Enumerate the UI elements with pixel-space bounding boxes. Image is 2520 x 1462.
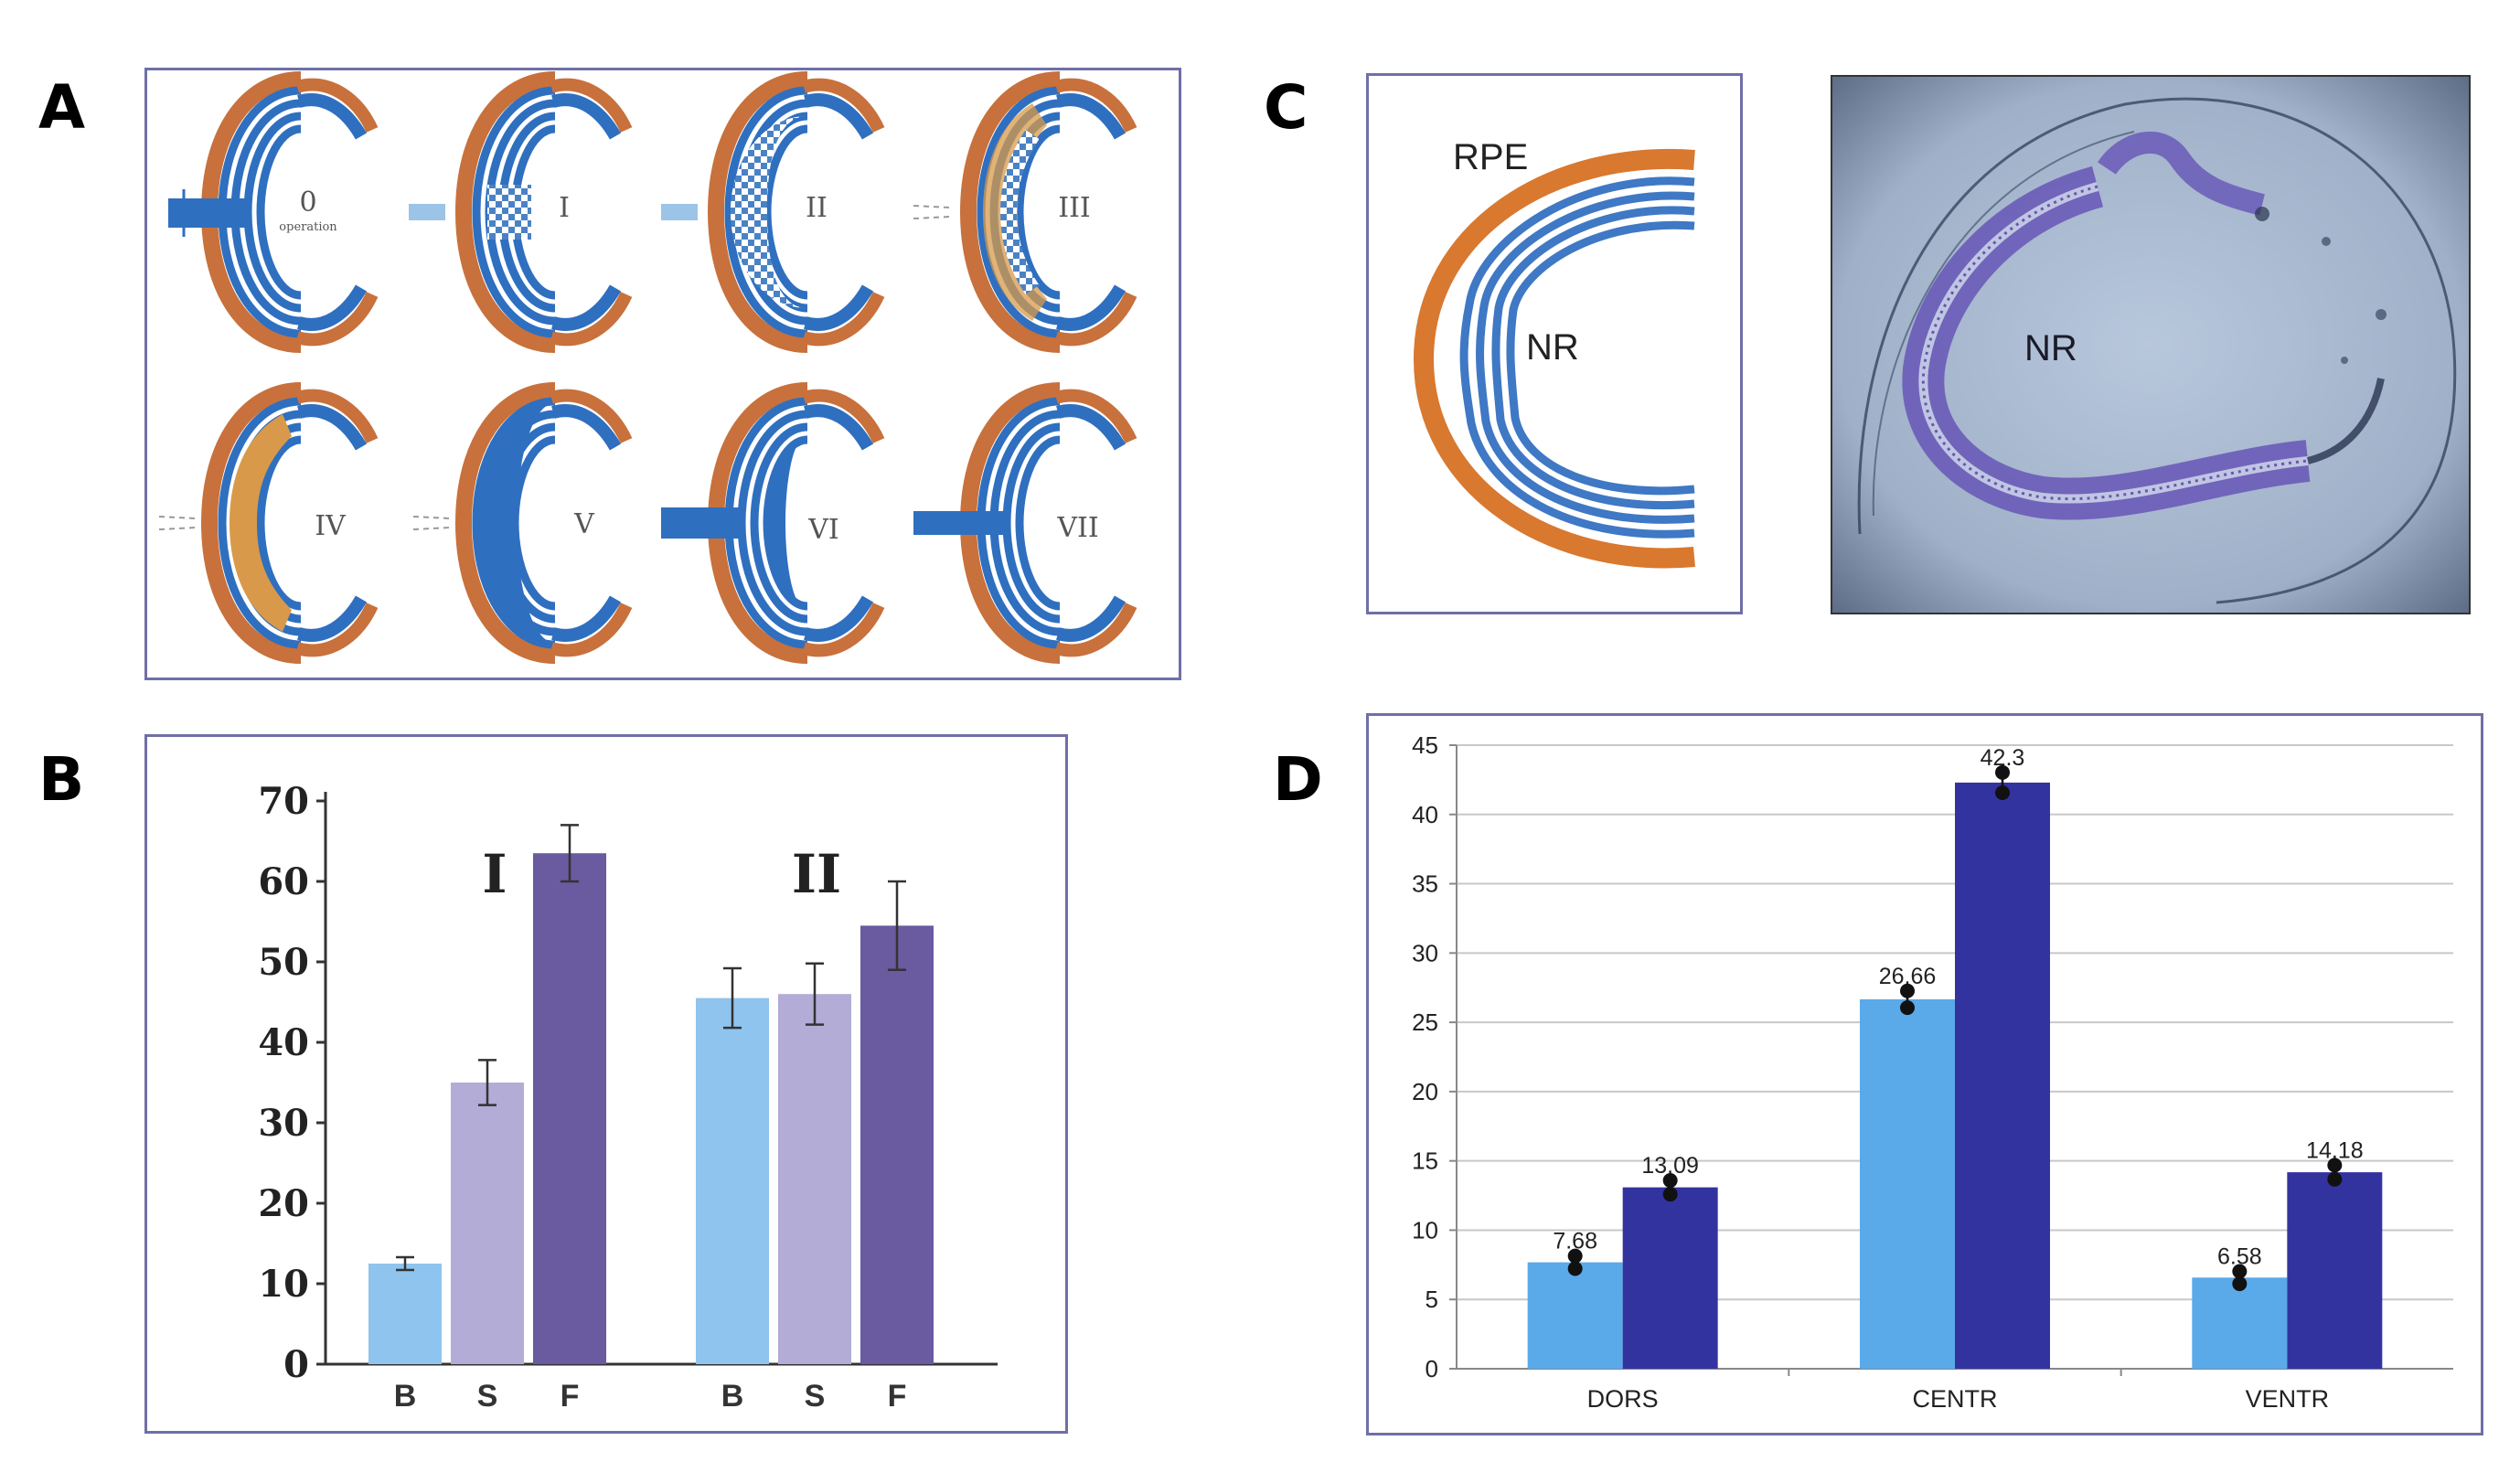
panel-letter-c: C bbox=[1264, 72, 1308, 143]
stage-label-0-sub: operation bbox=[279, 220, 337, 234]
chart-b-category-label: S bbox=[477, 1379, 498, 1414]
chart-d-ytick-label: 0 bbox=[1426, 1355, 1438, 1382]
chart-b-bar bbox=[451, 1083, 524, 1364]
chart-b-category-label: F bbox=[888, 1379, 907, 1414]
chart-b-ytick-label: 60 bbox=[258, 860, 309, 903]
chart-d-error-point bbox=[1662, 1173, 1678, 1189]
chart-d-error-point bbox=[2232, 1264, 2248, 1279]
panel-c-schematic-frame: RPE NR bbox=[1366, 73, 1743, 614]
rpe-label: RPE bbox=[1453, 137, 1528, 177]
chart-b-bar bbox=[533, 853, 606, 1364]
panel-b-frame: 70 60 50 40 30 20 10 0 B S F B S F I II bbox=[144, 734, 1068, 1434]
chart-d-ytick-label: 40 bbox=[1412, 801, 1438, 828]
chart-d-category-label: VENTR bbox=[2246, 1385, 2330, 1413]
chart-b-ytick-label: 40 bbox=[258, 1021, 309, 1064]
chart-d-ytick-label: 35 bbox=[1412, 870, 1438, 898]
chart-d-ytick-label: 25 bbox=[1412, 1008, 1438, 1036]
chart-d-error-point bbox=[1567, 1261, 1583, 1276]
chart-b-ytick-label: 30 bbox=[258, 1102, 309, 1145]
chart-d-bars: DORS 7.68 13.09 CENTR 26.66 42.3 VENTR 6.58 14.1… bbox=[1527, 745, 2383, 1413]
chart-d-ytick-label: 10 bbox=[1412, 1216, 1438, 1243]
eye-stage-0 bbox=[168, 80, 372, 345]
chart-b-ytick-label: 20 bbox=[258, 1182, 309, 1225]
chart-d-error-point bbox=[1995, 764, 2010, 780]
chart-d-bar bbox=[1955, 782, 2050, 1369]
nr-label-schematic: NR bbox=[1526, 327, 1579, 368]
chart-d-error-point bbox=[2327, 1171, 2343, 1187]
chart-d-ytick-label: 5 bbox=[1426, 1286, 1438, 1313]
chart-d-bar bbox=[1860, 998, 1955, 1369]
stage-label-0: 0 bbox=[299, 187, 316, 219]
chart-d-category-label: CENTR bbox=[1913, 1385, 1998, 1413]
chart-d: 45 40 35 30 25 20 15 10 5 0 DORS 7.68 13.09 CENTR 26.… bbox=[1412, 731, 2453, 1413]
chart-d-ytick-label: 30 bbox=[1412, 939, 1438, 966]
chart-d-bar bbox=[2192, 1277, 2288, 1369]
chart-d-data-label: 13.09 bbox=[1641, 1153, 1699, 1179]
chart-b-ytick-label: 70 bbox=[258, 780, 309, 823]
eye-stage-2 bbox=[661, 80, 879, 345]
chart-b-bar bbox=[368, 1264, 442, 1364]
panel-d-frame: 45 40 35 30 25 20 15 10 5 0 DORS 7.68 13.09 CENTR 26.… bbox=[1366, 713, 2483, 1435]
chart-d-data-label: 26.66 bbox=[1879, 964, 1937, 989]
chart-d-category-label: DORS bbox=[1587, 1385, 1659, 1413]
chart-d-error-point bbox=[1900, 983, 1915, 998]
stage-label-5: V bbox=[573, 508, 595, 540]
chart-d-error-point bbox=[2232, 1276, 2248, 1292]
panel-letter-d: D bbox=[1273, 744, 1323, 815]
chart-d-error-point bbox=[1662, 1187, 1678, 1202]
chart-d-bar bbox=[2287, 1172, 2383, 1369]
chart-b-bar bbox=[860, 925, 934, 1364]
chart-d-data-label: 14.18 bbox=[2306, 1137, 2364, 1163]
eye-stage-4 bbox=[158, 390, 372, 656]
chart-b-ytick-label: 50 bbox=[258, 941, 309, 984]
chart-b-category-label: B bbox=[394, 1379, 417, 1414]
stage-label-1: I bbox=[559, 192, 570, 224]
chart-d-bar bbox=[1622, 1187, 1718, 1369]
eye-stage-3 bbox=[913, 80, 1131, 345]
panel-letter-a: A bbox=[38, 72, 86, 143]
panel-letter-b: B bbox=[38, 744, 85, 815]
panel-a-diagram: 0 operation I II III IV V VI VII bbox=[158, 70, 1179, 678]
chart-b-category-label: S bbox=[805, 1379, 826, 1414]
chart-d-ytick-label: 45 bbox=[1412, 731, 1438, 759]
chart-b-ytick-label: 0 bbox=[283, 1343, 309, 1386]
chart-d-data-label: 7.68 bbox=[1553, 1229, 1597, 1254]
chart-b: 70 60 50 40 30 20 10 0 B S F B S F I II bbox=[258, 780, 998, 1414]
chart-b-category-label: B bbox=[721, 1379, 744, 1414]
chart-b-group-label-2: II bbox=[792, 843, 841, 905]
eye-stage-7 bbox=[913, 390, 1131, 656]
chart-d-data-label: 42.3 bbox=[1981, 745, 2025, 771]
eye-stage-6 bbox=[661, 390, 879, 656]
nr-label-micrograph: NR bbox=[2024, 328, 2077, 368]
stage-label-4: IV bbox=[315, 510, 347, 542]
chart-b-ytick-label: 10 bbox=[258, 1263, 309, 1306]
chart-d-ytick-label: 20 bbox=[1412, 1078, 1438, 1105]
panel-c-micrograph-frame: NR bbox=[1831, 75, 2471, 614]
chart-d-error-point bbox=[1995, 784, 2010, 800]
chart-b-group-label-1: I bbox=[482, 843, 507, 905]
stage-label-3: III bbox=[1058, 192, 1091, 224]
chart-d-error-point bbox=[2327, 1158, 2343, 1173]
stage-label-2: II bbox=[806, 192, 828, 224]
stage-label-6: VI bbox=[807, 514, 839, 546]
eye-stage-5 bbox=[412, 390, 626, 656]
chart-d-bar bbox=[1527, 1262, 1623, 1369]
chart-d-error-point bbox=[1900, 1000, 1915, 1016]
panel-a-frame: 0 operation I II III IV V VI VII bbox=[144, 68, 1181, 680]
chart-b-bar bbox=[778, 994, 851, 1364]
panel-c-micrograph: NR bbox=[1832, 77, 2469, 613]
chart-d-ytick-label: 15 bbox=[1412, 1147, 1438, 1175]
chart-d-data-label: 6.58 bbox=[2217, 1243, 2262, 1269]
panel-c-schematic: RPE NR bbox=[1413, 137, 1695, 569]
chart-b-category-label: F bbox=[561, 1379, 580, 1414]
eye-stage-1 bbox=[409, 80, 626, 345]
chart-d-error-point bbox=[1567, 1248, 1583, 1264]
stage-label-7: VII bbox=[1056, 512, 1098, 544]
chart-b-bar bbox=[696, 998, 769, 1364]
